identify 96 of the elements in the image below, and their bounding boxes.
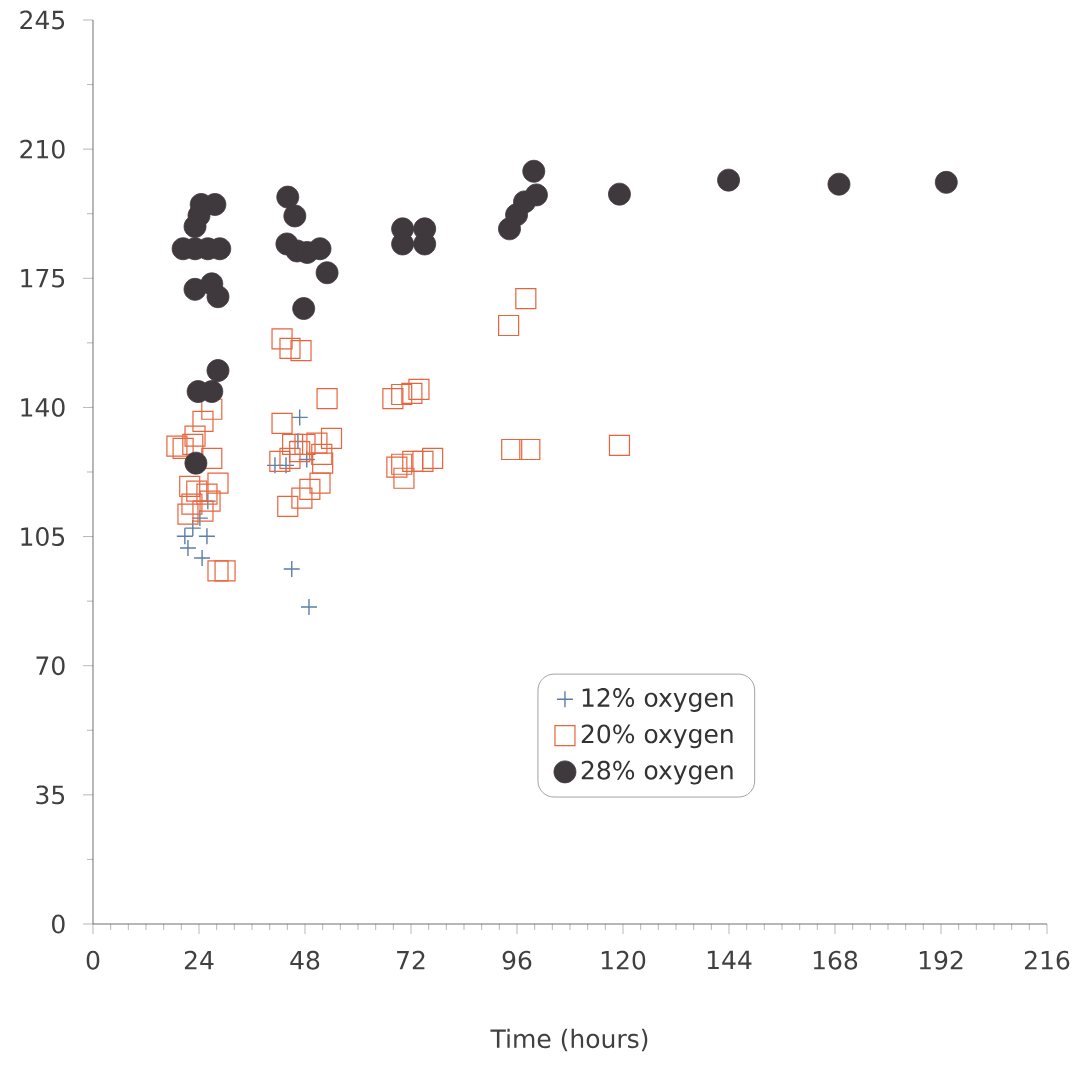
- point: [271, 328, 293, 350]
- point: [186, 480, 208, 502]
- point: [207, 472, 229, 494]
- point: [283, 560, 301, 578]
- point: [193, 549, 211, 567]
- x-tick-label: 144: [707, 950, 752, 969]
- point: [176, 527, 194, 545]
- legend-label: 12% oxygen: [582, 688, 733, 712]
- point: [312, 452, 334, 474]
- point: [391, 453, 413, 475]
- point: [309, 472, 331, 494]
- x-tick-label: 192: [919, 950, 963, 970]
- point: [291, 487, 313, 509]
- point: [382, 387, 404, 410]
- point: [408, 378, 430, 400]
- point: [192, 410, 214, 433]
- point: [386, 456, 408, 478]
- point: [320, 427, 343, 450]
- y-tick-label: 35: [36, 785, 65, 805]
- point: [316, 387, 338, 410]
- point: [184, 451, 208, 475]
- point: [184, 519, 202, 537]
- point: [166, 435, 188, 457]
- point: [279, 447, 301, 469]
- x-axis-title: Time (hours): [490, 1028, 648, 1052]
- point: [422, 447, 444, 469]
- y-tick-label: 210: [20, 139, 65, 159]
- point: [522, 159, 546, 183]
- point: [391, 383, 413, 406]
- point: [184, 425, 206, 447]
- point: [182, 433, 204, 455]
- point: [412, 450, 434, 472]
- point: [289, 441, 311, 463]
- point: [179, 539, 197, 557]
- y-tick-label: 70: [36, 656, 65, 676]
- point: [277, 456, 295, 475]
- point: [271, 412, 293, 434]
- point: [279, 337, 301, 359]
- point: [299, 478, 321, 500]
- point: [277, 495, 299, 517]
- y-tick-label: 105: [21, 527, 65, 547]
- point: [198, 527, 216, 545]
- point: [207, 560, 229, 582]
- point: [181, 493, 203, 515]
- point: [519, 438, 541, 461]
- point: [206, 359, 230, 382]
- point: [292, 297, 316, 320]
- point: [608, 434, 631, 457]
- y-tick-label: 175: [21, 268, 65, 288]
- x-tick-label: 0: [86, 950, 100, 970]
- point: [827, 172, 851, 196]
- point: [401, 382, 423, 404]
- x-tick-label: 96: [502, 950, 532, 970]
- point: [308, 237, 332, 261]
- point: [201, 398, 223, 420]
- point: [183, 215, 207, 239]
- point: [179, 475, 201, 497]
- point: [201, 447, 223, 469]
- x-tick-label: 48: [290, 950, 320, 970]
- point: [214, 560, 236, 582]
- point: [206, 285, 230, 309]
- point: [283, 204, 307, 228]
- x-tick-label: 216: [1024, 950, 1070, 970]
- point: [294, 433, 316, 455]
- point: [282, 433, 304, 455]
- legend-label: 20% oxygen: [581, 724, 733, 749]
- point: [402, 450, 424, 472]
- x-tick-label: 120: [601, 950, 646, 970]
- point: [501, 438, 523, 461]
- legend-label: 28% oxygen: [581, 760, 733, 785]
- y-tick-label: 245: [20, 10, 65, 30]
- point: [393, 467, 415, 489]
- point: [306, 432, 328, 454]
- point: [515, 287, 537, 310]
- y-tick-label: 0: [52, 914, 65, 934]
- point: [311, 443, 333, 465]
- point: [172, 437, 194, 459]
- point: [276, 185, 300, 209]
- point: [315, 261, 339, 285]
- point: [290, 340, 312, 362]
- point: [269, 450, 291, 472]
- point: [177, 503, 199, 525]
- point: [608, 182, 631, 206]
- point: [196, 483, 218, 505]
- point: [192, 500, 214, 522]
- point: [291, 408, 309, 427]
- point: [300, 598, 318, 616]
- x-tick-label: 72: [397, 950, 425, 970]
- x-tick-label: 168: [813, 950, 858, 970]
- point: [525, 183, 548, 207]
- point: [191, 509, 209, 527]
- point: [934, 170, 958, 194]
- x-tick-label: 24: [184, 950, 214, 970]
- point: [717, 168, 740, 192]
- y-tick-label: 140: [21, 397, 65, 417]
- point: [498, 314, 520, 337]
